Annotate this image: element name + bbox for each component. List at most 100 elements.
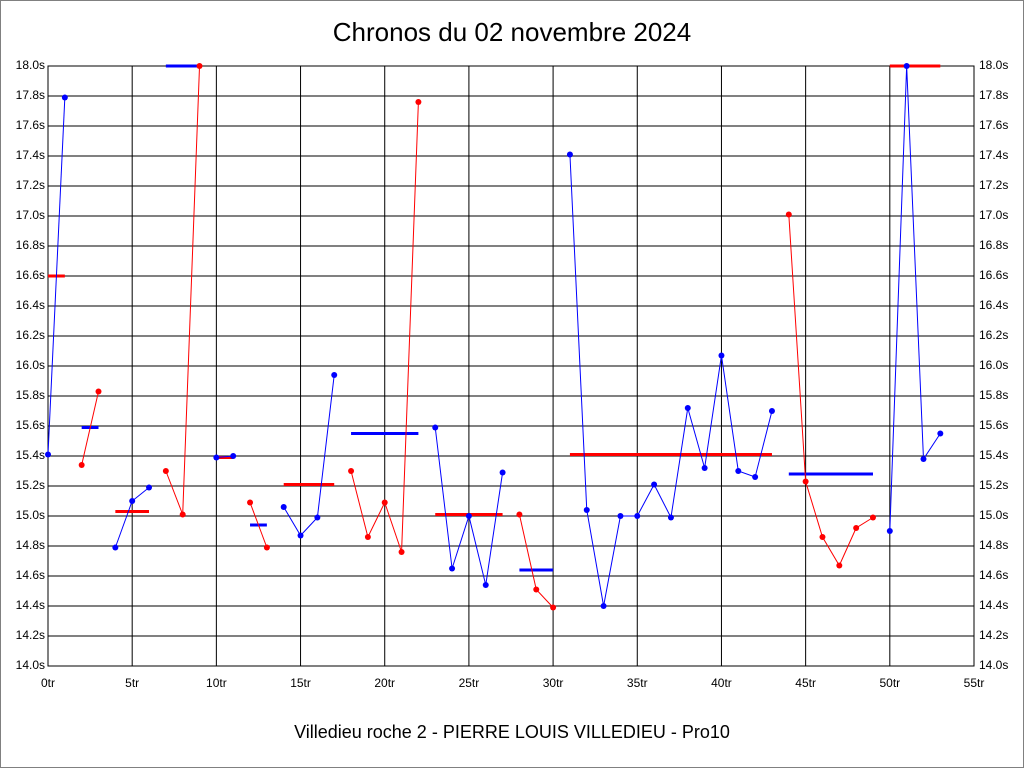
x-tick-label: 50tr <box>879 676 900 690</box>
data-point <box>634 513 641 519</box>
y2-tick-label: 16.4s <box>979 298 1008 312</box>
data-point <box>280 504 287 510</box>
data-point <box>920 456 927 462</box>
data-point <box>482 582 489 588</box>
x-tick-label: 45tr <box>795 676 816 690</box>
y-tick-label: 16.4s <box>16 298 45 312</box>
data-point <box>162 468 169 474</box>
y2-tick-label: 17.8s <box>979 88 1008 102</box>
y-tick-label: 14.6s <box>16 568 45 582</box>
data-point <box>297 532 304 539</box>
data-point <box>903 63 910 69</box>
y2-tick-label: 17.6s <box>979 118 1008 132</box>
data-point <box>583 507 590 513</box>
y-tick-label: 15.8s <box>16 388 45 402</box>
data-point <box>516 511 523 518</box>
x-tick-label: 5tr <box>125 676 139 690</box>
data-point <box>146 484 153 491</box>
data-point <box>853 525 860 531</box>
data-point <box>869 514 876 521</box>
y2-tick-label: 15.6s <box>979 418 1008 432</box>
data-point <box>566 151 573 158</box>
y-tick-label: 17.0s <box>16 208 45 222</box>
series-line <box>283 374 335 537</box>
data-point <box>684 405 691 411</box>
data-point <box>785 211 792 218</box>
data-point <box>836 562 843 569</box>
y-tick-label: 17.2s <box>16 178 45 192</box>
x-tick-label: 25tr <box>459 676 480 690</box>
data-point <box>364 534 371 540</box>
x-tick-label: 35tr <box>627 676 648 690</box>
x-tick-label: 10tr <box>206 676 227 690</box>
data-point <box>701 465 708 471</box>
y2-tick-label: 15.0s <box>979 508 1008 522</box>
y-tick-label: 16.6s <box>16 268 45 282</box>
data-point <box>348 468 355 474</box>
y-tick-label: 16.0s <box>16 358 45 372</box>
data-point <box>651 481 658 488</box>
y2-tick-label: 17.2s <box>979 178 1008 192</box>
chart-title: Chronos du 02 novembre 2024 <box>333 17 691 47</box>
x-tick-label: 55tr <box>964 676 985 690</box>
x-tick-label: 40tr <box>711 676 732 690</box>
data-point <box>617 513 624 519</box>
y2-tick-label: 15.4s <box>979 448 1008 462</box>
x-tick-label: 20tr <box>374 676 395 690</box>
data-point <box>61 94 68 101</box>
y-tick-label: 16.8s <box>16 238 45 252</box>
y2-tick-label: 15.2s <box>979 478 1008 492</box>
y-tick-label: 14.2s <box>16 628 45 642</box>
data-point <box>179 511 186 518</box>
y2-tick-label: 14.0s <box>979 658 1008 672</box>
x-tick-label: 15tr <box>290 676 311 690</box>
y-tick-label: 17.6s <box>16 118 45 132</box>
data-point <box>499 469 506 476</box>
x-tick-label: 0tr <box>41 676 55 690</box>
y2-tick-label: 14.8s <box>979 538 1008 552</box>
data-point <box>600 603 607 609</box>
y-tick-label: 15.2s <box>16 478 45 492</box>
data-point <box>415 99 422 105</box>
y2-tick-label: 14.2s <box>979 628 1008 642</box>
y2-tick-label: 16.0s <box>979 358 1008 372</box>
y2-tick-label: 15.8s <box>979 388 1008 402</box>
y2-tick-label: 17.4s <box>979 148 1008 162</box>
data-point <box>247 499 254 506</box>
data-point <box>213 454 220 461</box>
data-point <box>381 499 388 506</box>
data-point <box>886 528 893 534</box>
y2-tick-label: 16.6s <box>979 268 1008 282</box>
y-tick-label: 17.4s <box>16 148 45 162</box>
y-tick-label: 15.0s <box>16 508 45 522</box>
y-tick-label: 14.4s <box>16 598 45 612</box>
data-point <box>533 586 540 593</box>
y2-tick-label: 14.4s <box>979 598 1008 612</box>
data-point <box>550 604 557 611</box>
data-point <box>230 453 237 459</box>
data-point <box>263 544 270 551</box>
series-line <box>889 65 941 532</box>
data-point <box>667 514 674 521</box>
y2-tick-label: 17.0s <box>979 208 1008 222</box>
series-line <box>788 214 874 567</box>
data-point <box>819 534 826 540</box>
series-line <box>249 502 268 548</box>
data-point <box>78 462 85 468</box>
x-tick-label: 30tr <box>543 676 564 690</box>
y-tick-label: 18.0s <box>16 58 45 72</box>
y2-tick-label: 18.0s <box>979 58 1008 72</box>
data-point <box>752 474 759 480</box>
data-point <box>196 63 203 69</box>
data-point <box>45 451 51 458</box>
data-point <box>465 513 472 519</box>
y2-tick-label: 14.6s <box>979 568 1008 582</box>
data-point <box>112 544 119 551</box>
data-point <box>432 424 439 431</box>
y2-tick-label: 16.8s <box>979 238 1008 252</box>
y-tick-label: 14.8s <box>16 538 45 552</box>
data-point <box>802 478 809 485</box>
data-point <box>449 565 456 572</box>
data-point <box>937 430 944 437</box>
